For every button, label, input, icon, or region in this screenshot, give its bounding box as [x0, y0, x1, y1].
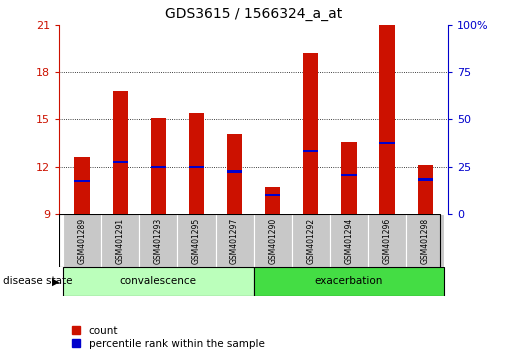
Bar	[341, 142, 356, 214]
Text: GSM401295: GSM401295	[192, 218, 201, 264]
Bar	[227, 170, 242, 173]
Bar	[113, 91, 128, 214]
Text: GSM401296: GSM401296	[383, 218, 391, 264]
Text: GSM401289: GSM401289	[78, 218, 87, 264]
Text: disease state: disease state	[3, 276, 72, 286]
Bar	[63, 267, 253, 296]
Bar	[227, 134, 242, 214]
Bar	[215, 214, 253, 267]
Text: GSM401292: GSM401292	[306, 218, 315, 264]
Bar	[151, 166, 166, 168]
Text: GSM401293: GSM401293	[154, 218, 163, 264]
Bar	[75, 157, 90, 214]
Text: GSM401294: GSM401294	[345, 218, 353, 264]
Bar	[265, 194, 280, 196]
Text: GSM401297: GSM401297	[230, 218, 239, 264]
Bar	[75, 180, 90, 182]
Bar	[101, 214, 139, 267]
Bar	[418, 178, 433, 181]
Bar	[406, 214, 444, 267]
Bar	[63, 214, 101, 267]
Title: GDS3615 / 1566324_a_at: GDS3615 / 1566324_a_at	[165, 7, 342, 21]
Bar	[139, 214, 177, 267]
Text: GSM401298: GSM401298	[421, 218, 430, 264]
Bar	[253, 267, 444, 296]
Bar	[189, 166, 204, 168]
Bar	[189, 113, 204, 214]
Bar	[265, 187, 280, 214]
Bar	[341, 173, 356, 176]
Text: convalescence: convalescence	[120, 276, 197, 286]
Bar	[303, 150, 318, 152]
Bar	[380, 25, 394, 214]
Bar	[303, 53, 318, 214]
Bar	[380, 142, 394, 144]
Text: GSM401291: GSM401291	[116, 218, 125, 264]
Bar	[330, 214, 368, 267]
Bar	[368, 214, 406, 267]
Bar	[177, 214, 215, 267]
Text: GSM401290: GSM401290	[268, 218, 277, 264]
Bar	[151, 118, 166, 214]
Text: exacerbation: exacerbation	[315, 276, 383, 286]
Bar	[113, 161, 128, 163]
Legend: count, percentile rank within the sample: count, percentile rank within the sample	[72, 326, 265, 349]
Bar	[418, 165, 433, 214]
Bar	[253, 214, 292, 267]
Bar	[292, 214, 330, 267]
Text: ▶: ▶	[52, 276, 59, 286]
